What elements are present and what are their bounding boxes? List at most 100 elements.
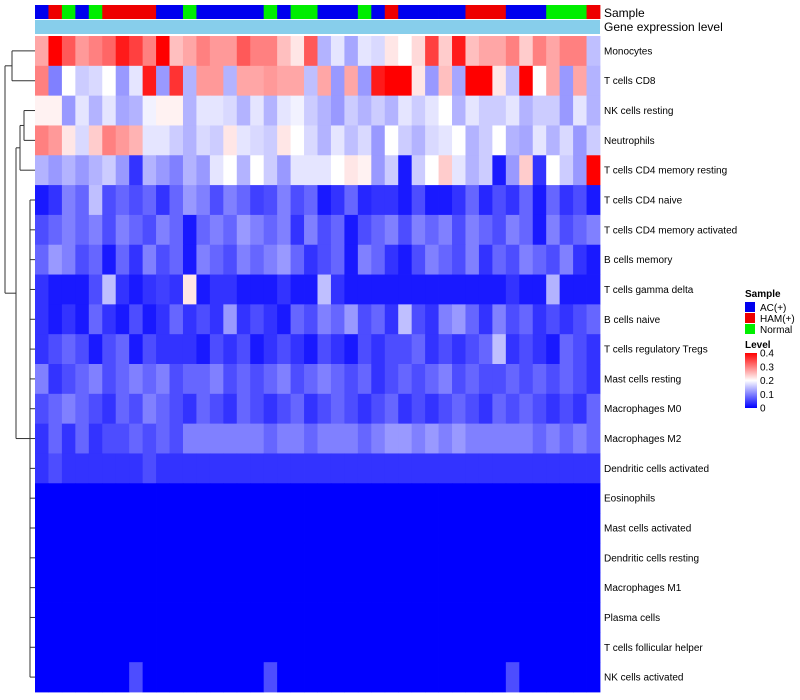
- heatmap-cell: [452, 483, 466, 514]
- heatmap-cell: [102, 185, 117, 216]
- heatmap-cell: [88, 423, 103, 454]
- heatmap-cell: [277, 364, 291, 395]
- sample-cell: [88, 5, 103, 19]
- heatmap-cell: [61, 65, 76, 97]
- heatmap-cell: [478, 95, 493, 126]
- heatmap-cell: [115, 423, 130, 454]
- heatmap-cell: [129, 513, 144, 544]
- heatmap-cell: [48, 214, 63, 246]
- heatmap-cell: [519, 185, 534, 216]
- heatmap-cell: [546, 185, 561, 216]
- heatmap-cell: [290, 214, 305, 246]
- row-label: Mast cells activated: [604, 524, 691, 535]
- heatmap-cell: [88, 214, 103, 246]
- heatmap-cell: [317, 244, 332, 275]
- heatmap-cell: [411, 65, 426, 97]
- heatmap-cell: [492, 662, 507, 693]
- heatmap-cell: [344, 274, 359, 305]
- heatmap-cell: [209, 632, 224, 663]
- heatmap-cell: [586, 65, 601, 97]
- heatmap-cell: [330, 185, 345, 216]
- heatmap-cell: [115, 304, 130, 335]
- heatmap-cell: [586, 393, 601, 425]
- heatmap-cell: [115, 95, 130, 126]
- heatmap-cell: [223, 542, 238, 574]
- heatmap-cell: [438, 334, 453, 365]
- heatmap-cell: [357, 662, 372, 693]
- heatmap-cell: [452, 632, 466, 663]
- sample-cell: [559, 5, 574, 19]
- sample-annotation-label: Sample: [604, 6, 645, 20]
- heatmap-cell: [398, 662, 413, 693]
- heatmap-cell: [344, 423, 359, 454]
- heatmap-cell: [263, 602, 278, 633]
- heatmap-cell: [505, 95, 520, 126]
- heatmap-cell: [75, 602, 90, 633]
- heatmap-cell: [344, 453, 359, 484]
- expression-level-bar: [35, 20, 600, 34]
- heatmap-cell: [169, 602, 184, 633]
- row-label: Dendritic cells activated: [604, 464, 709, 475]
- heatmap-cell: [559, 483, 574, 514]
- heatmap-cell: [371, 423, 386, 454]
- heatmap-cell: [532, 304, 547, 335]
- sample-cell: [102, 5, 117, 19]
- heatmap-cell: [290, 155, 305, 186]
- heatmap-cell: [411, 274, 426, 305]
- heatmap-cell: [263, 95, 278, 126]
- heatmap-cell: [478, 214, 493, 246]
- heatmap-cell: [263, 214, 278, 246]
- heatmap-cell: [236, 393, 251, 425]
- heatmap-cell: [465, 572, 480, 603]
- heatmap-cell: [48, 513, 63, 544]
- heatmap-cell: [425, 334, 439, 365]
- heatmap-cell: [236, 513, 251, 544]
- heatmap-cell: [75, 572, 90, 603]
- heatmap-cell: [384, 453, 399, 484]
- heatmap-cell: [478, 453, 493, 484]
- heatmap-cell: [209, 334, 224, 365]
- heatmap-cell: [505, 602, 520, 633]
- heatmap-cell: [182, 542, 197, 574]
- heatmap-cell: [88, 453, 103, 484]
- heatmap-cell: [61, 542, 76, 574]
- heatmap-cell: [129, 65, 144, 97]
- heatmap-cell: [61, 125, 76, 156]
- heatmap-cell: [398, 453, 413, 484]
- heatmap-cell: [330, 334, 345, 365]
- heatmap-cell: [250, 65, 265, 97]
- heatmap-cell: [88, 304, 103, 335]
- sample-cell: [357, 5, 372, 19]
- heatmap-cell: [277, 572, 291, 603]
- heatmap-cell: [452, 513, 466, 544]
- heatmap-cell: [304, 304, 318, 335]
- heatmap-cell: [452, 542, 466, 574]
- heatmap-cell: [61, 364, 76, 395]
- heatmap-cell: [411, 155, 426, 186]
- heatmap-cell: [586, 304, 601, 335]
- heatmap-cell: [371, 185, 386, 216]
- heatmap-cell: [250, 483, 265, 514]
- heatmap-cell: [478, 542, 493, 574]
- heatmap-cell: [357, 453, 372, 484]
- heatmap-cell: [519, 483, 534, 514]
- heatmap-cell: [317, 542, 332, 574]
- heatmap-cell: [129, 274, 144, 305]
- heatmap-cell: [223, 244, 238, 275]
- heatmap-cell: [236, 423, 251, 454]
- heatmap-cell: [411, 453, 426, 484]
- heatmap-cell: [88, 36, 103, 67]
- heatmap-cell: [317, 65, 332, 97]
- level-colorbar: [745, 353, 757, 408]
- heatmap-cell: [35, 274, 49, 305]
- heatmap-cell: [425, 453, 439, 484]
- heatmap-cell: [438, 65, 453, 97]
- heatmap-cell: [61, 513, 76, 544]
- heatmap-cell: [465, 453, 480, 484]
- heatmap-cell: [317, 274, 332, 305]
- heatmap-cell: [411, 334, 426, 365]
- heatmap-cell: [102, 155, 117, 186]
- heatmap-cell: [586, 483, 601, 514]
- heatmap-cell: [344, 572, 359, 603]
- heatmap-cell: [290, 334, 305, 365]
